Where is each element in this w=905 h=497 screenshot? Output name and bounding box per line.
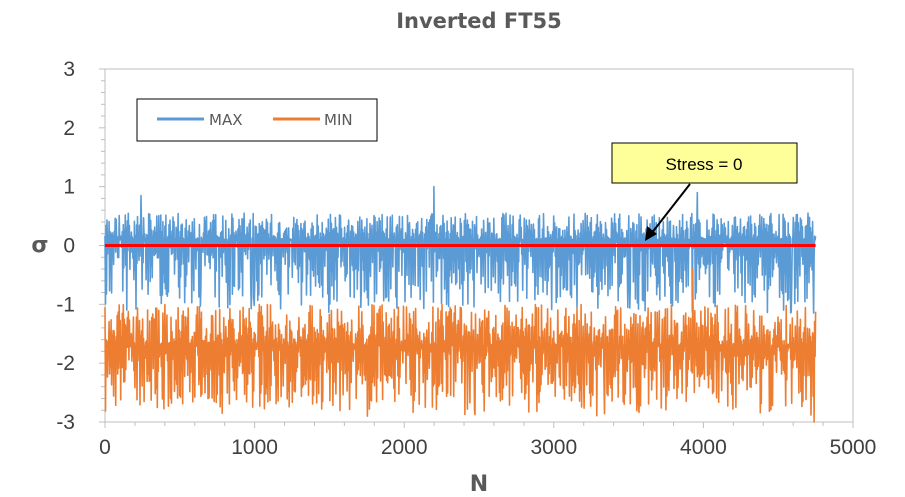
annotation-arrowhead	[645, 226, 657, 241]
annotation-arrow	[650, 183, 691, 235]
x-tick-label: 4000	[680, 436, 727, 459]
annotation-box	[611, 142, 798, 184]
y-tick-label: 2	[63, 117, 75, 140]
minor-ticks	[99, 68, 854, 428]
y-axis-label: σ	[31, 233, 48, 258]
y-tick-label: 3	[63, 58, 75, 81]
y-tick-label: -2	[56, 352, 75, 375]
series-line-max	[104, 185, 817, 314]
legend-label-min: MIN	[324, 111, 353, 129]
chart-title: Inverted FT55	[396, 9, 562, 33]
y-tick-label: 1	[63, 176, 75, 199]
y-tick-label: -3	[56, 411, 75, 434]
series-layer	[104, 185, 817, 423]
series-line-min	[104, 268, 817, 423]
tick-labels: 3 2 1 0 -1 -2 -3 0 1000 2000 3000 4000 5000	[56, 58, 876, 459]
x-tick-label: 5000	[830, 436, 877, 459]
x-axis-label: N	[470, 472, 488, 497]
legend: MAX MIN	[136, 98, 378, 142]
y-tick-label: -1	[56, 293, 75, 316]
x-tick-label: 2000	[381, 436, 428, 459]
x-tick-label: 0	[99, 436, 111, 459]
stress-annotation: Stress = 0	[611, 142, 798, 241]
legend-label-max: MAX	[209, 111, 242, 129]
annotation-text: Stress = 0	[665, 155, 742, 174]
x-tick-label: 1000	[231, 436, 278, 459]
x-tick-label: 3000	[530, 436, 577, 459]
y-tick-label: 0	[63, 235, 75, 258]
